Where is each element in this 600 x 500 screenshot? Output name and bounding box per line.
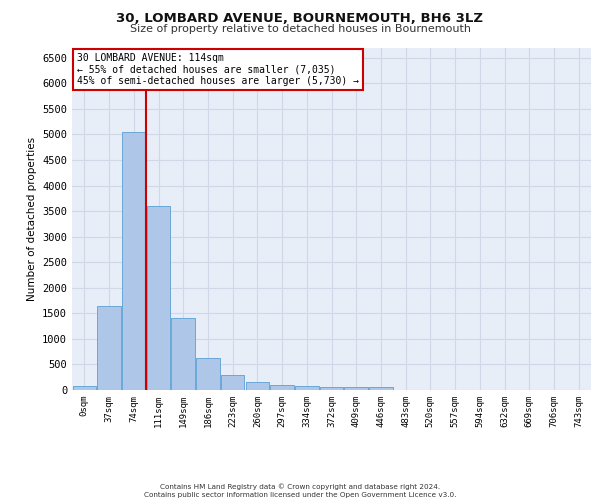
Bar bbox=[196, 358, 220, 390]
Bar bbox=[172, 318, 195, 390]
Bar bbox=[344, 388, 368, 390]
Bar bbox=[295, 386, 319, 390]
Bar bbox=[245, 382, 269, 390]
Bar bbox=[221, 375, 244, 390]
Bar bbox=[122, 132, 146, 390]
Text: Contains HM Land Registry data © Crown copyright and database right 2024.
Contai: Contains HM Land Registry data © Crown c… bbox=[144, 484, 456, 498]
Text: 30 LOMBARD AVENUE: 114sqm
← 55% of detached houses are smaller (7,035)
45% of se: 30 LOMBARD AVENUE: 114sqm ← 55% of detac… bbox=[77, 52, 359, 86]
Bar bbox=[271, 385, 294, 390]
Bar bbox=[369, 388, 392, 390]
Text: 30, LOMBARD AVENUE, BOURNEMOUTH, BH6 3LZ: 30, LOMBARD AVENUE, BOURNEMOUTH, BH6 3LZ bbox=[116, 12, 484, 26]
Bar bbox=[97, 306, 121, 390]
Bar bbox=[320, 387, 343, 390]
Bar bbox=[73, 386, 96, 390]
Bar bbox=[147, 206, 170, 390]
Y-axis label: Number of detached properties: Number of detached properties bbox=[26, 136, 37, 301]
Text: Size of property relative to detached houses in Bournemouth: Size of property relative to detached ho… bbox=[130, 24, 470, 34]
